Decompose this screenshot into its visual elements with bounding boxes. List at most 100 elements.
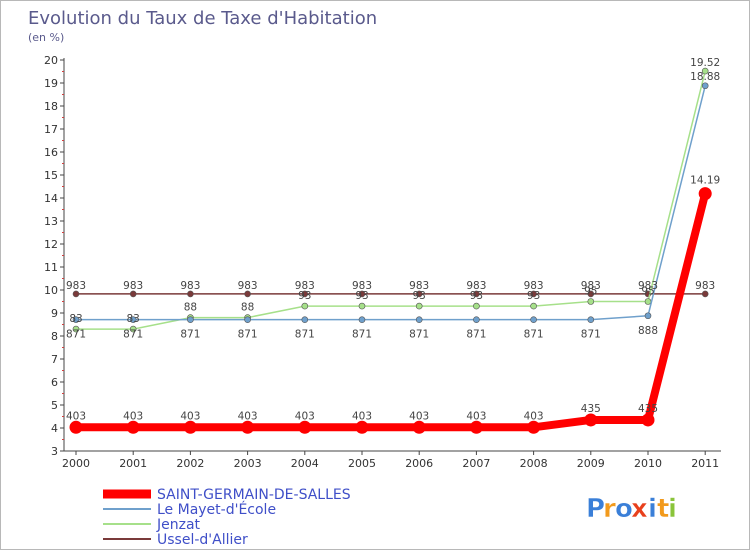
logo-letter: r [603,494,616,524]
y-tick-label: 6 [51,376,58,389]
data-point [698,187,712,201]
data-label: 93 [470,290,483,302]
data-label: 95 [584,286,597,298]
data-label: 83 [69,313,82,325]
x-tick-label: 2000 [62,457,90,470]
data-label: 983 [295,280,315,292]
data-point [358,316,366,323]
legend-label-1: Le Mayet-d'École [157,501,276,518]
data-point [358,302,366,310]
data-label: 403 [524,410,544,422]
data-point [701,82,709,90]
data-label: 403 [66,410,86,422]
data-label: 871 [180,329,200,341]
data-label: 983 [524,280,544,292]
y-tick-label: 5 [51,399,58,412]
data-label: 403 [352,410,372,422]
y-tick-label: 13 [44,215,58,228]
x-tick-label: 2011 [691,457,719,470]
data-label: 435 [581,403,601,415]
data-label: 871 [295,329,315,341]
data-label: 983 [180,280,200,292]
y-tick-label: 19 [44,77,58,90]
data-point [355,420,369,434]
x-tick-label: 2008 [520,457,548,470]
data-point [244,290,251,298]
data-point [187,316,194,323]
series-line-2 [75,70,706,330]
y-tick-label: 9 [51,307,58,320]
data-label: 93 [527,290,540,302]
data-point [298,420,312,434]
data-label: 871 [66,329,86,341]
data-label: 403 [238,410,258,422]
data-label: 95 [641,286,654,298]
data-point [701,67,709,75]
y-tick-label: 11 [44,261,58,274]
data-point [701,290,709,298]
data-label: 435 [638,403,658,415]
data-label: 19.52 [690,57,720,69]
data-point [129,290,137,298]
data-label: 983 [638,280,658,292]
x-tick-label: 2010 [634,457,662,470]
data-point [301,290,309,298]
data-point [469,420,483,434]
data-point [72,290,80,298]
logo-letter: o [615,494,633,524]
y-tick-label: 16 [44,146,58,159]
data-point [473,290,480,298]
y-tick-label: 15 [44,169,58,182]
data-point [187,290,194,298]
data-label: 871 [466,329,486,341]
series-line-0 [72,189,710,432]
data-label: 871 [238,329,258,341]
data-point [415,290,423,298]
data-point [473,302,480,310]
data-point [415,316,423,323]
data-label: 983 [466,280,486,292]
data-label: 983 [123,280,143,292]
data-point [241,420,255,434]
data-point [129,325,137,333]
data-label: 983 [695,280,715,292]
x-tick-label: 2006 [405,457,433,470]
data-label: 14.19 [690,175,720,187]
data-point [301,316,309,323]
data-label: 888 [638,325,658,337]
data-label: 983 [409,280,429,292]
data-label: 983 [66,280,86,292]
data-label: 88 [241,302,254,314]
data-point [126,420,140,434]
y-tick-label: 3 [51,445,58,458]
x-tick-label: 2002 [176,457,204,470]
data-point [644,312,652,320]
logo-letter: x [631,494,648,524]
data-point [412,420,426,434]
data-label: 983 [581,280,601,292]
data-point [530,316,537,323]
series-lines [69,67,712,434]
data-label: 88 [184,302,197,314]
x-tick-label: 2005 [348,457,376,470]
data-label: 403 [466,410,486,422]
y-tick-label: 10 [44,284,58,297]
x-tick-label: 2009 [577,457,605,470]
data-label: 871 [524,329,544,341]
data-label: 983 [352,280,372,292]
data-label: 871 [123,329,143,341]
data-label: 83 [127,313,140,325]
x-tick-label: 2003 [234,457,262,470]
y-axis-unit: (en %) [28,31,64,44]
axes: 3 4 5 6 7 8 9 10 11 12 13 14 15 16 17 18 19 20 2000 2001 200… [44,54,721,470]
data-label: 871 [581,329,601,341]
y-tick-label: 4 [51,422,58,435]
data-point [527,420,541,434]
logo-letter: P [586,494,605,524]
data-point [244,316,251,323]
data-label: 93 [355,290,368,302]
x-tick-label: 2001 [119,457,147,470]
